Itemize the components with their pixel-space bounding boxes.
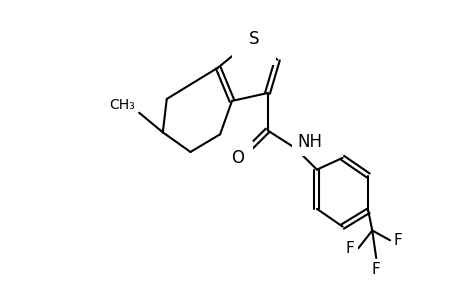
Text: CH₃: CH₃	[109, 98, 135, 112]
Text: F: F	[393, 233, 402, 248]
Text: F: F	[345, 241, 354, 256]
Text: O: O	[231, 149, 244, 167]
Text: F: F	[371, 262, 380, 277]
Text: NH: NH	[297, 133, 321, 151]
Text: S: S	[248, 30, 258, 48]
